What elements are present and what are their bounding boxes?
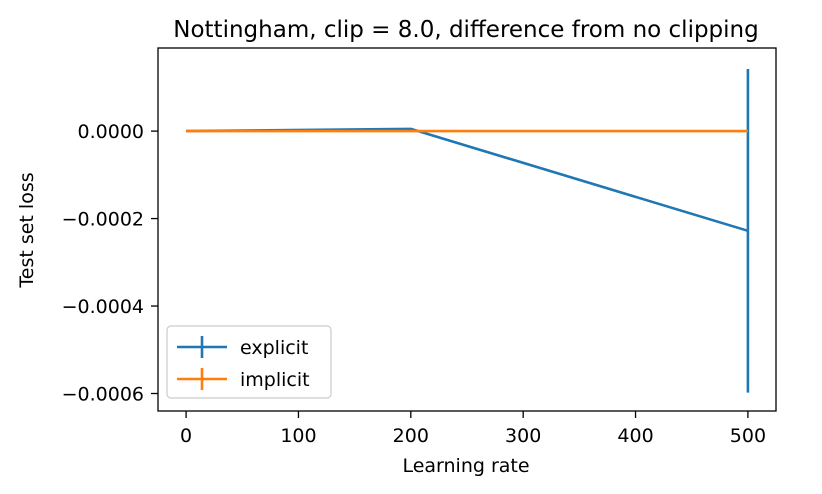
x-tick-label: 100 [280, 425, 316, 447]
plot-area [186, 68, 750, 393]
series-line-explicit [186, 127, 749, 233]
y-tick-label: −0.0002 [62, 209, 144, 231]
y-axis-label: Test set loss [16, 172, 38, 288]
axes: 0 100 200 300 400 500 0.0000 −0.0002 −0.0004 −0.0… [62, 47, 777, 447]
x-tick-label: 200 [393, 425, 429, 447]
x-tick-label: 400 [617, 425, 653, 447]
legend-label-implicit: implicit [240, 369, 310, 391]
y-tick-label: −0.0006 [62, 384, 144, 406]
x-tick-label: 0 [180, 425, 192, 447]
chart-title: Nottingham, clip = 8.0, difference from … [173, 17, 758, 43]
x-tick-label: 500 [730, 425, 766, 447]
plot-frame [157, 47, 777, 412]
x-tick-label: 300 [505, 425, 541, 447]
legend-label-explicit: explicit [240, 337, 308, 359]
legend: explicit implicit [166, 325, 332, 399]
x-axis-label: Learning rate [402, 455, 529, 477]
y-tick-label: 0.0000 [78, 121, 144, 143]
y-tick-label: −0.0004 [62, 296, 144, 318]
